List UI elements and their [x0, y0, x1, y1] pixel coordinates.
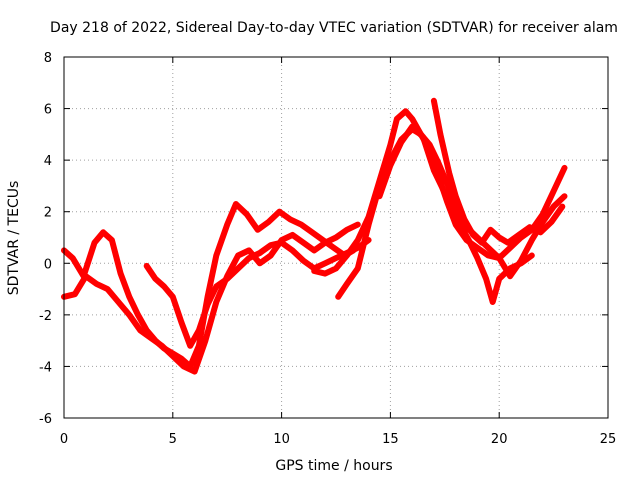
plot-series: [61, 97, 568, 375]
y-axis-label: SDTVAR / TECUs: [6, 181, 22, 296]
axis-tick-labels: 0 5 10 15 20 25 -6 -4 -2 0 2 4 6 8: [39, 51, 616, 447]
y-tick-label: 6: [44, 103, 52, 118]
series-track-f: [376, 123, 535, 305]
chart-title: Day 218 of 2022, Sidereal Day-to-day VTE…: [50, 20, 618, 36]
y-tick-label: -4: [39, 360, 52, 375]
y-tick-label: 2: [44, 206, 52, 221]
series-track-a: [61, 201, 357, 370]
y-tick-label: 0: [44, 257, 52, 272]
x-tick-label: 25: [600, 432, 617, 447]
series-track-c: [143, 237, 372, 349]
series-track-b: [61, 221, 361, 375]
y-tick-label: -2: [39, 309, 52, 324]
x-tick-label: 10: [273, 432, 290, 447]
x-tick-label: 20: [491, 432, 508, 447]
x-axis-label: GPS time / hours: [275, 458, 392, 474]
y-tick-label: -6: [39, 412, 52, 427]
x-tick-label: 15: [382, 432, 399, 447]
x-tick-label: 5: [169, 432, 177, 447]
axis-ticks: [63, 56, 609, 419]
y-tick-label: 4: [44, 154, 52, 169]
x-tick-label: 0: [60, 432, 68, 447]
y-tick-label: 8: [44, 51, 52, 66]
series-track-g: [430, 97, 566, 246]
plot-frame: [63, 56, 609, 419]
series-track-e: [335, 126, 568, 300]
grid: [64, 57, 608, 418]
